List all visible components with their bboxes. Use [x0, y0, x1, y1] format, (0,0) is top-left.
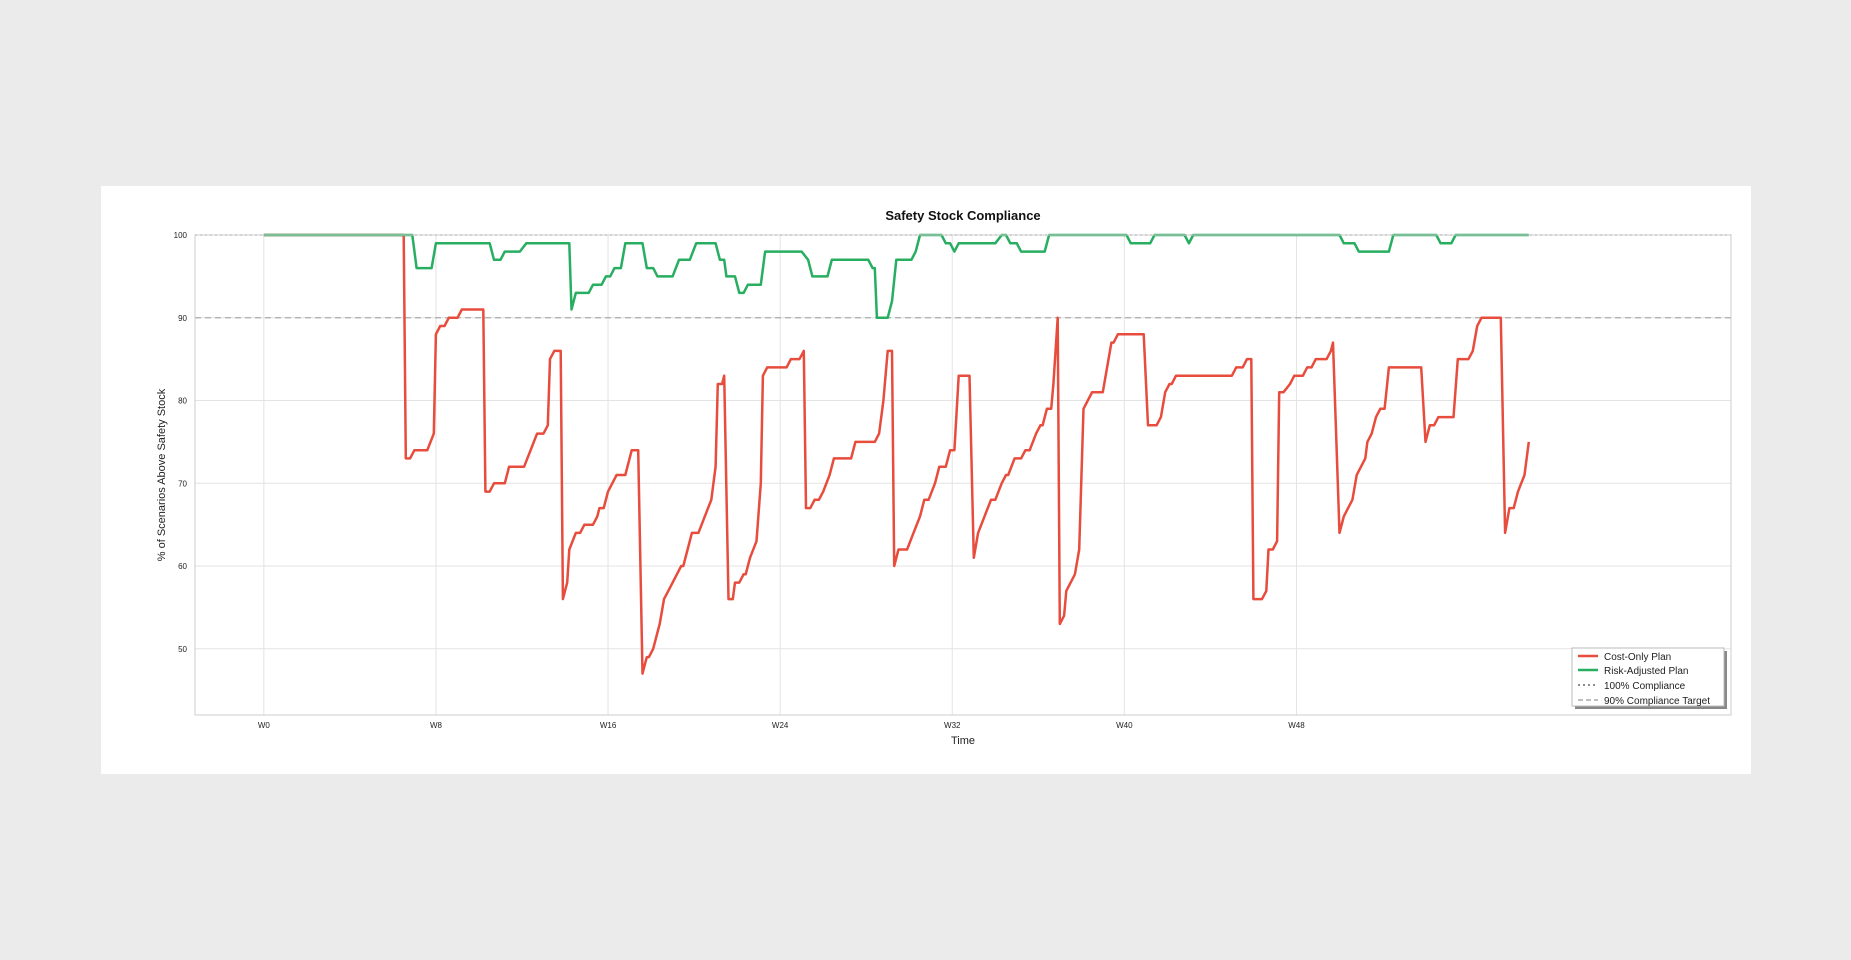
y-axis-label: % of Scenarios Above Safety Stock: [156, 388, 168, 561]
x-tick-label: W32: [944, 721, 961, 730]
y-axis-ticks: 50 60 70 80 90 100: [174, 231, 188, 654]
x-tick-label: W24: [772, 721, 789, 730]
y-tick-label: 70: [178, 479, 187, 488]
x-tick-label: W8: [430, 721, 443, 730]
series-line-cost-only: [263, 233, 1531, 675]
x-axis-label: Time: [951, 735, 975, 747]
x-tick-label: W40: [1116, 721, 1133, 730]
reference-lines: [195, 234, 1731, 319]
x-tick-label: W16: [600, 721, 617, 730]
y-tick-label: 80: [178, 397, 187, 406]
plot-frame: [194, 234, 1732, 716]
y-tick-label: 50: [178, 645, 187, 654]
y-tick-label: 60: [178, 562, 187, 571]
chart-title: Safety Stock Compliance: [885, 208, 1040, 223]
chart-card: W0 W8 W16 W24 W32 W40 W48 50 60 70 80 90 100 Safety…: [101, 186, 1751, 774]
legend-label-90: 90% Compliance Target: [1604, 696, 1710, 707]
y-tick-label: 90: [178, 314, 187, 323]
legend-label-risk-adjusted: Risk-Adjusted Plan: [1604, 666, 1688, 677]
grid: [195, 234, 1731, 715]
x-tick-label: W0: [258, 721, 271, 730]
y-tick-label: 100: [174, 231, 188, 240]
legend-box: [1571, 647, 1725, 707]
series-lines: [263, 233, 1531, 675]
legend-label-cost-only: Cost-Only Plan: [1604, 652, 1671, 663]
legend-label-100: 100% Compliance: [1604, 681, 1686, 692]
series-line-risk-adjusted: [263, 233, 1529, 320]
x-tick-label: W48: [1288, 721, 1305, 730]
compliance-line-chart: W0 W8 W16 W24 W32 W40 W48 50 60 70 80 90 100 Safety…: [156, 208, 1732, 747]
x-axis-ticks: W0 W8 W16 W24 W32 W40 W48: [258, 721, 1305, 730]
legend: Cost-Only Plan Risk-Adjusted Plan 100% C…: [1571, 647, 1727, 709]
